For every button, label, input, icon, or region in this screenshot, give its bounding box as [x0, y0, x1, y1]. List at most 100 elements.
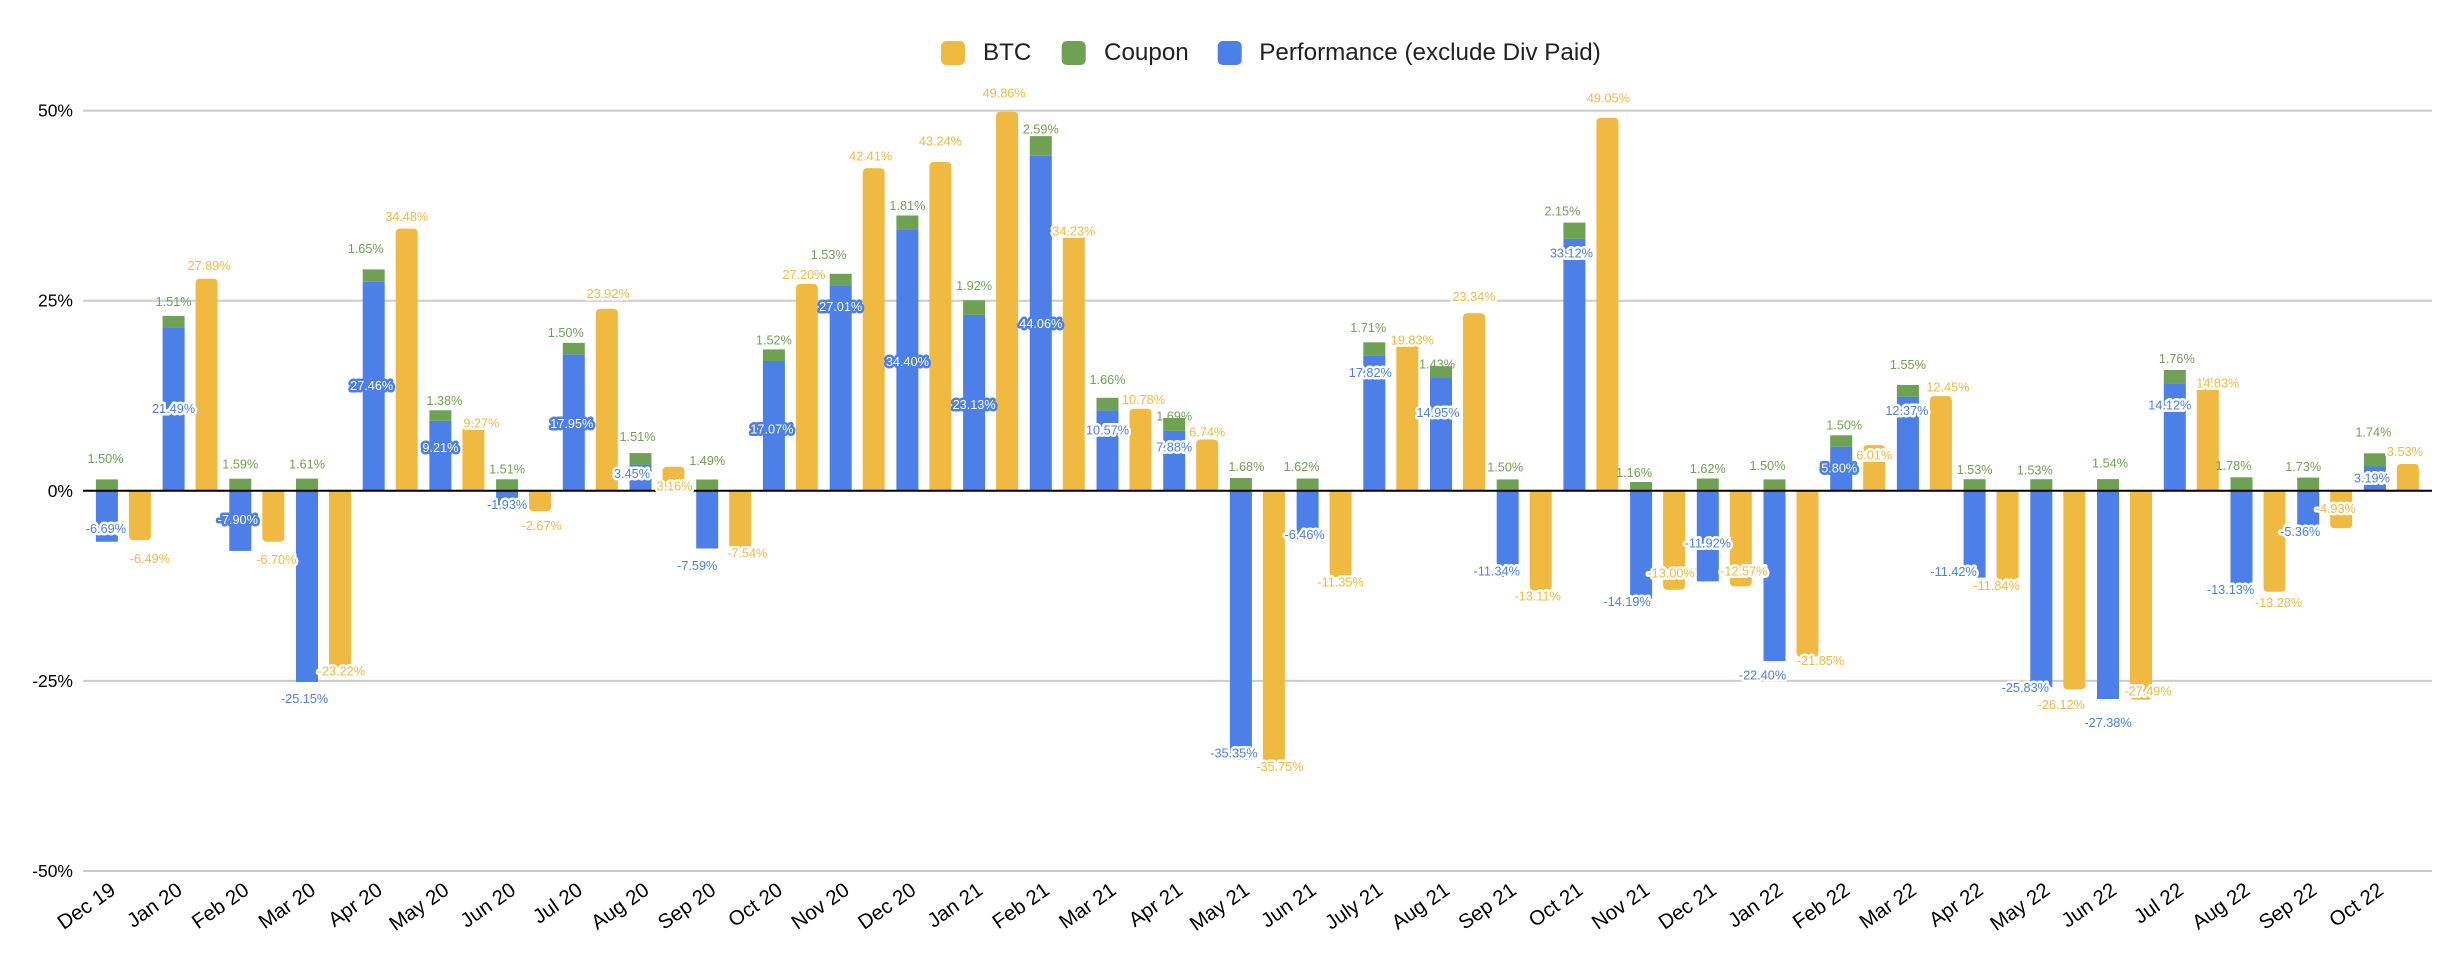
svg-text:27.89%: 27.89% [188, 259, 231, 273]
svg-text:-21.85%: -21.85% [1797, 654, 1844, 668]
svg-text:34.23%: 34.23% [1052, 225, 1095, 239]
svg-text:27.01%: 27.01% [819, 300, 862, 314]
svg-text:-13.00%: -13.00% [1647, 567, 1694, 581]
svg-text:1.78%: 1.78% [2216, 459, 2252, 473]
svg-text:1.50%: 1.50% [88, 452, 124, 466]
svg-text:1.66%: 1.66% [1090, 373, 1126, 387]
svg-text:1.38%: 1.38% [426, 394, 462, 408]
svg-text:1.73%: 1.73% [2285, 460, 2321, 474]
svg-text:May 21: May 21 [1186, 878, 1254, 935]
svg-text:23.34%: 23.34% [1452, 290, 1495, 304]
svg-text:Aug 20: Aug 20 [587, 878, 653, 934]
svg-text:1.51%: 1.51% [489, 463, 525, 477]
svg-text:Jan 20: Jan 20 [123, 878, 187, 932]
svg-text:14.12%: 14.12% [2148, 398, 2191, 412]
svg-text:10.78%: 10.78% [1122, 393, 1165, 407]
svg-text:27.46%: 27.46% [350, 379, 393, 393]
svg-text:Dec 19: Dec 19 [53, 878, 119, 934]
svg-text:44.06%: 44.06% [1019, 317, 1062, 331]
svg-text:-22.40%: -22.40% [1739, 668, 1786, 682]
svg-text:1.62%: 1.62% [1690, 462, 1726, 476]
svg-text:1.54%: 1.54% [2092, 456, 2128, 470]
svg-text:1.61%: 1.61% [289, 458, 325, 472]
svg-text:1.51%: 1.51% [156, 295, 192, 309]
svg-text:23.92%: 23.92% [587, 287, 630, 301]
svg-text:Aug 21: Aug 21 [1387, 878, 1453, 934]
svg-text:2.59%: 2.59% [1023, 123, 1059, 137]
svg-text:27.20%: 27.20% [782, 268, 825, 282]
svg-text:-11.35%: -11.35% [1317, 576, 1363, 590]
svg-text:1.65%: 1.65% [348, 242, 384, 256]
svg-text:Apr 21: Apr 21 [1124, 878, 1187, 931]
svg-text:1.50%: 1.50% [1750, 459, 1786, 473]
svg-text:10.57%: 10.57% [1086, 424, 1129, 438]
svg-text:-13.13%: -13.13% [2207, 583, 2254, 597]
svg-text:-27.49%: -27.49% [2124, 684, 2171, 698]
svg-text:Nov 21: Nov 21 [1588, 878, 1654, 934]
svg-text:1.49%: 1.49% [689, 454, 725, 468]
svg-text:1.92%: 1.92% [956, 279, 992, 293]
svg-text:-11.92%: -11.92% [1685, 537, 1731, 551]
svg-text:-26.12%: -26.12% [2038, 698, 2085, 712]
svg-text:Mar 21: Mar 21 [1055, 878, 1120, 933]
svg-text:-5.36%: -5.36% [2280, 525, 2320, 539]
svg-text:Jan 21: Jan 21 [923, 878, 987, 932]
svg-text:9.21%: 9.21% [422, 441, 458, 455]
svg-text:Sep 20: Sep 20 [654, 878, 720, 934]
svg-text:Feb 22: Feb 22 [1789, 878, 1854, 933]
svg-text:Dec 20: Dec 20 [854, 878, 920, 934]
svg-text:-25%: -25% [32, 671, 73, 691]
svg-text:May 20: May 20 [385, 878, 453, 935]
svg-text:Oct 22: Oct 22 [2325, 878, 2388, 931]
svg-text:-6.49%: -6.49% [130, 552, 170, 566]
svg-text:1.53%: 1.53% [1957, 463, 1993, 477]
svg-text:1.51%: 1.51% [620, 430, 656, 444]
svg-text:Apr 22: Apr 22 [1925, 878, 1988, 931]
svg-text:Jan 22: Jan 22 [1724, 878, 1788, 932]
svg-text:1.53%: 1.53% [811, 248, 847, 262]
svg-text:-50%: -50% [32, 861, 73, 881]
svg-text:-25.15%: -25.15% [281, 692, 328, 706]
svg-text:-12.57%: -12.57% [1720, 564, 1767, 578]
svg-text:3.53%: 3.53% [2387, 445, 2423, 459]
svg-text:0%: 0% [48, 481, 73, 501]
svg-text:1.16%: 1.16% [1616, 466, 1652, 480]
svg-text:Sep 21: Sep 21 [1454, 878, 1520, 934]
svg-text:3.45%: 3.45% [614, 467, 650, 481]
svg-text:May 22: May 22 [1986, 878, 2054, 935]
svg-text:-11.84%: -11.84% [1973, 579, 2019, 593]
svg-text:7.88%: 7.88% [1156, 440, 1192, 454]
svg-text:1.59%: 1.59% [222, 458, 258, 472]
svg-text:-7.59%: -7.59% [677, 559, 717, 573]
svg-text:-11.34%: -11.34% [1474, 564, 1520, 578]
svg-text:Feb 20: Feb 20 [188, 878, 253, 933]
svg-text:Mar 20: Mar 20 [254, 878, 319, 933]
svg-text:5.80%: 5.80% [1821, 462, 1857, 476]
svg-text:-6.69%: -6.69% [86, 522, 126, 536]
svg-text:-2.67%: -2.67% [522, 519, 562, 533]
svg-text:Oct 20: Oct 20 [724, 878, 787, 931]
svg-text:14.83%: 14.83% [2196, 376, 2239, 390]
svg-text:1.71%: 1.71% [1350, 321, 1386, 335]
svg-text:19.83%: 19.83% [1391, 334, 1434, 348]
svg-text:1.76%: 1.76% [2159, 352, 2195, 366]
svg-text:Jun 20: Jun 20 [456, 878, 520, 932]
svg-text:1.62%: 1.62% [1284, 460, 1320, 474]
svg-text:21.49%: 21.49% [152, 402, 195, 416]
svg-text:12.37%: 12.37% [1885, 404, 1928, 418]
svg-text:1.74%: 1.74% [2355, 426, 2391, 440]
svg-text:-13.11%: -13.11% [1515, 590, 1561, 604]
svg-text:6.74%: 6.74% [1189, 426, 1225, 440]
svg-text:-7.90%: -7.90% [218, 513, 258, 527]
svg-text:1.81%: 1.81% [889, 199, 925, 213]
svg-text:Jul 20: Jul 20 [529, 878, 587, 928]
svg-text:-27.38%: -27.38% [2084, 716, 2131, 730]
svg-text:34.48%: 34.48% [385, 210, 428, 224]
svg-text:Jul 22: Jul 22 [2130, 878, 2188, 928]
svg-text:1.50%: 1.50% [1487, 461, 1523, 475]
svg-text:33.12%: 33.12% [1550, 246, 1593, 260]
svg-text:1.69%: 1.69% [1156, 410, 1192, 424]
svg-text:Jun 22: Jun 22 [2057, 878, 2121, 932]
svg-text:1.50%: 1.50% [548, 326, 584, 340]
svg-text:1.55%: 1.55% [1890, 358, 1926, 372]
